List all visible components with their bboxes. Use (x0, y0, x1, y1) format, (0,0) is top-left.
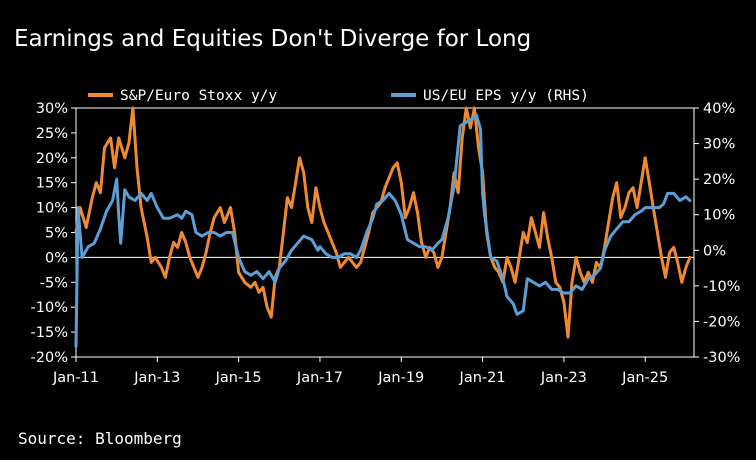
series-line-s-p-euro-stoxx-y-y (74, 106, 692, 339)
left-tick-label-30: 30% (36, 101, 68, 117)
right-tick-label-10: -10% (703, 279, 740, 295)
left-tick-label-0: 0% (45, 250, 68, 266)
right-tick-label-40: 40% (703, 101, 735, 117)
x-tick-label-jan-21: Jan-21 (459, 370, 506, 386)
legend-entry-us-eu-eps: US/EU EPS y/y (RHS) (391, 88, 589, 104)
left-tick-label-25: 25% (36, 126, 68, 142)
right-tick-label-10: 10% (703, 208, 735, 224)
right-axis-ticks: 40% 30% 20% 10% 0% -10% -20% -30% (694, 101, 740, 366)
x-tick-label-jan-11: Jan-11 (52, 370, 99, 386)
right-tick-label-30: -30% (703, 350, 740, 366)
right-tick-label-20: -20% (703, 314, 740, 330)
series-line-us-eu-eps-y-y-rhs (74, 113, 692, 348)
left-tick-label-5: 5% (45, 226, 68, 242)
right-tick-label-30: 30% (703, 137, 735, 153)
x-tick-label-jan-13: Jan-13 (133, 370, 180, 386)
plot-area: 30% 25% 20% 15% 10% 5% 0% -5% -10% -15% -20% 40% 30… (31, 101, 741, 386)
chart-title: Earnings and Equities Don't Diverge for … (14, 26, 531, 52)
left-tick-label-5: -5% (40, 275, 68, 291)
left-tick-label-20: -20% (31, 350, 68, 366)
x-tick-label-jan-23: Jan-23 (540, 370, 587, 386)
left-tick-label-10: -10% (31, 300, 68, 316)
legend-label-us-eu-eps: US/EU EPS y/y (RHS) (423, 88, 589, 104)
x-axis-ticks: Jan-11 Jan-13 Jan-15 Jan-17 Jan-19 Jan-21 Jan-… (52, 357, 668, 386)
x-tick-label-jan-17: Jan-17 (296, 370, 343, 386)
legend-label-sp-euro-stoxx: S&P/Euro Stoxx y/y (120, 88, 277, 104)
left-tick-label-15: 15% (36, 176, 68, 192)
left-tick-label-15: -15% (31, 325, 68, 341)
x-tick-label-jan-25: Jan-25 (621, 370, 668, 386)
series-layer (74, 106, 692, 348)
left-tick-label-10: 10% (36, 201, 68, 217)
legend: S&P/Euro Stoxx y/y US/EU EPS y/y (RHS) (88, 88, 589, 104)
x-tick-label-jan-15: Jan-15 (215, 370, 262, 386)
left-axis-ticks: 30% 25% 20% 15% 10% 5% 0% -5% -10% -15% -20% (31, 101, 76, 366)
legend-entry-sp-euro-stoxx: S&P/Euro Stoxx y/y (88, 88, 277, 104)
x-tick-label-jan-19: Jan-19 (377, 370, 424, 386)
right-tick-label-0: 0% (703, 243, 726, 259)
right-tick-label-20: 20% (703, 172, 735, 188)
left-tick-label-20: 20% (36, 151, 68, 167)
chart-source: Source: Bloomberg (18, 429, 182, 448)
